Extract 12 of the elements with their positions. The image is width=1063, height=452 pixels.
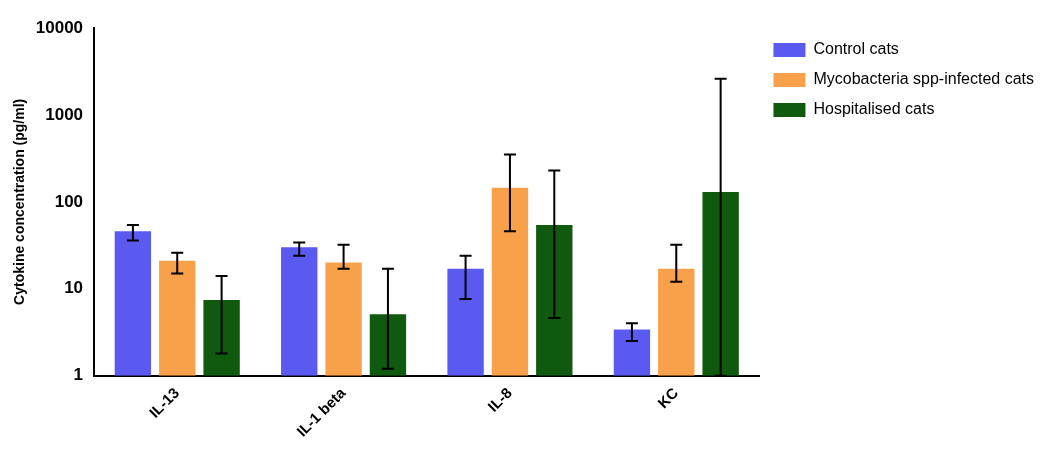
- x-tick-label: IL-8: [484, 384, 515, 415]
- legend-label: Control cats: [813, 40, 899, 58]
- y-tick-label: 1: [73, 365, 84, 385]
- y-axis-title: Cytokine concentration (pg/ml): [11, 98, 28, 305]
- y-tick-label: 10: [64, 278, 84, 298]
- legend-label: Hospitalised cats: [813, 100, 935, 118]
- x-tick-label: IL-1 beta: [293, 383, 350, 440]
- y-tick-label: 100: [54, 191, 84, 211]
- y-tick-label: 10000: [35, 17, 84, 37]
- y-tick-label: 1000: [45, 104, 84, 124]
- x-tick-label: KC: [653, 383, 682, 412]
- legend-label: Mycobacteria spp-infected cats: [813, 70, 1034, 88]
